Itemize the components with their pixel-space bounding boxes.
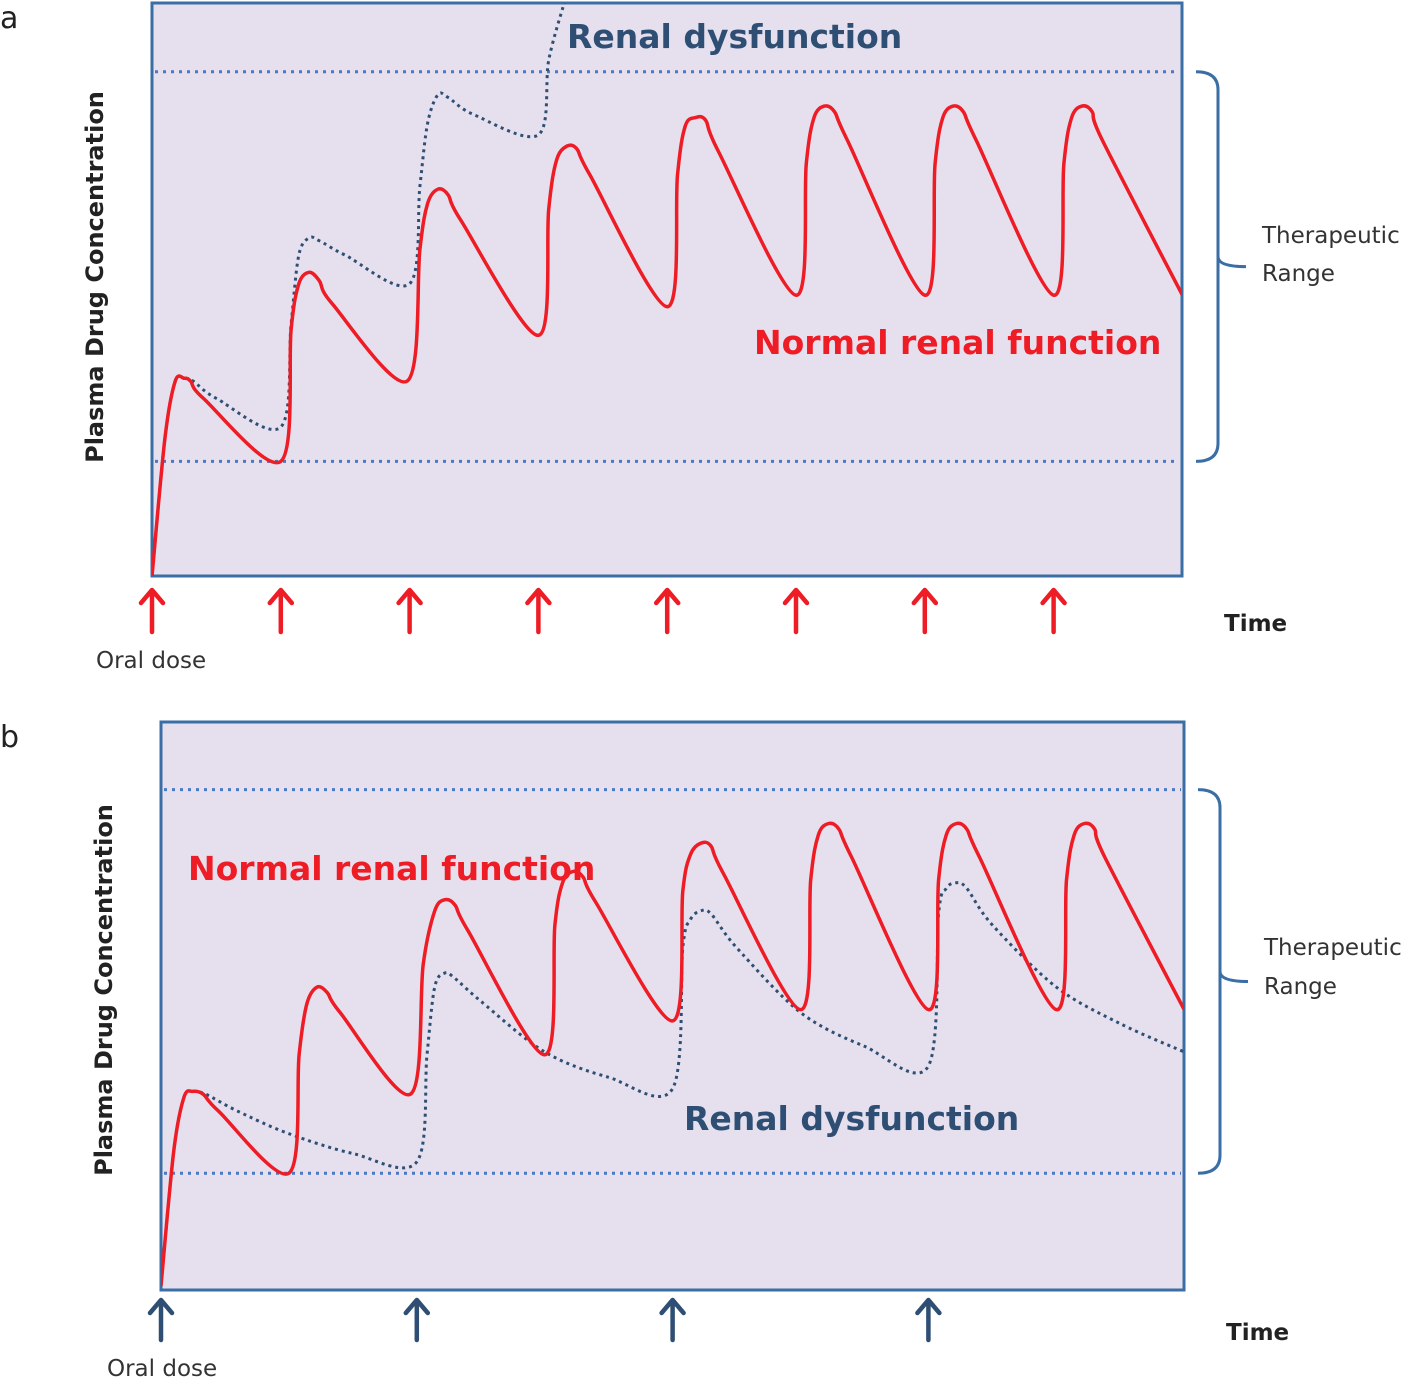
plot-area [159,720,1186,1292]
dose-arrows [147,1297,942,1343]
series-line-normal-renal-function [152,104,1182,576]
panel-a: a Therapeutic Range Renal dysfunction No… [0,1,1400,674]
series-line-normal-renal-function [161,821,1184,1287]
series-label-normal-renal-function: Normal renal function [754,323,1161,362]
series-label-renal-dysfunction: Renal dysfunction [567,17,902,56]
panel-b: b Therapeutic Range Normal renal functio… [0,720,1402,1380]
panel-label: a [0,1,18,36]
x-axis-label: Time [1226,1320,1289,1346]
series-label-renal-dysfunction: Renal dysfunction [684,1099,1019,1138]
panel-label: b [0,720,19,755]
series-line-renal-dysfunction [161,881,1184,1287]
series-label-normal-renal-function: Normal renal function [188,849,595,888]
therapeutic-range-label-line1: Therapeutic [1261,223,1400,249]
x-axis-label: Time [1224,611,1287,637]
y-axis-label: Plasma Drug Concentration [81,91,109,463]
therapeutic-range-label-line2: Range [1262,261,1335,287]
dose-arrow [653,587,681,635]
dose-arrow [138,587,166,635]
dose-arrow [525,587,552,635]
dose-arrow [782,587,810,635]
therapeutic-range-label-line1: Therapeutic [1263,935,1402,961]
therapeutic-range-label-line2: Range [1264,974,1337,1000]
y-axis-label: Plasma Drug Concentration [90,804,118,1176]
dose-arrow [147,1297,175,1343]
oral-dose-label: Oral dose [107,1356,217,1380]
therapeutic-range-brace [1197,788,1249,1175]
dose-arrow [911,587,939,635]
dose-arrows [138,587,1067,635]
dose-arrow [403,1297,431,1343]
dose-arrow [396,587,423,635]
dose-arrow [659,1297,686,1343]
oral-dose-label: Oral dose [96,648,206,674]
therapeutic-range-brace [1195,70,1247,463]
dose-arrow [267,587,295,635]
dose-arrow [915,1297,942,1343]
dose-arrow [1040,587,1067,635]
plot-area [150,1,1184,578]
